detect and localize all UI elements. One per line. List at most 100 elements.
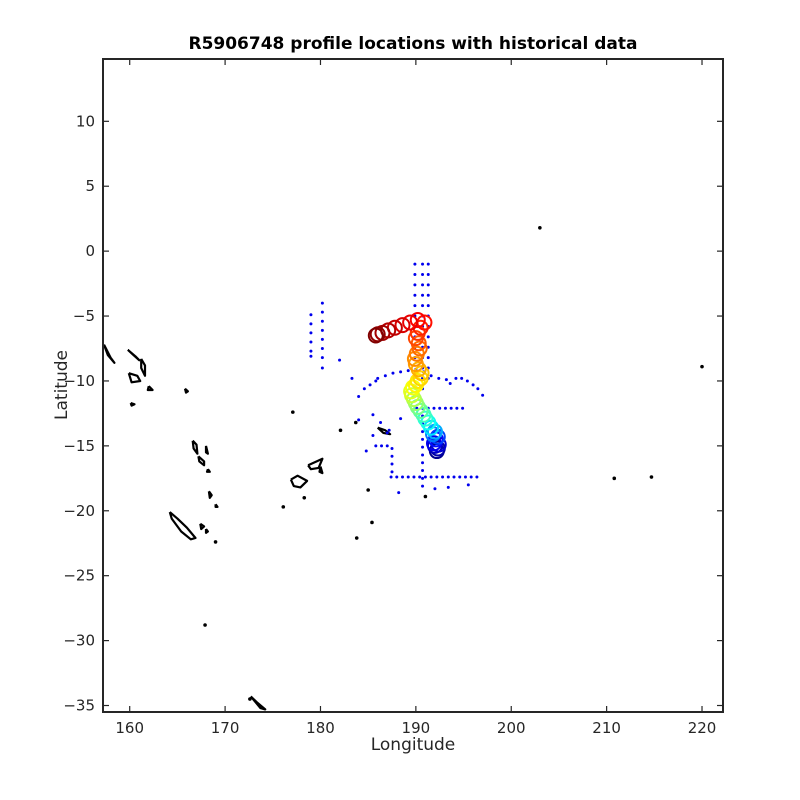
profile-point bbox=[367, 327, 384, 344]
historical-point bbox=[320, 310, 324, 314]
coastline bbox=[140, 358, 147, 377]
y-tick-label: −20 bbox=[63, 502, 95, 520]
historical-point bbox=[446, 475, 450, 479]
profile-point bbox=[420, 414, 437, 431]
historical-point bbox=[426, 283, 430, 287]
historical-point bbox=[441, 475, 445, 479]
coastline bbox=[214, 503, 219, 508]
y-tick-label: 5 bbox=[85, 177, 95, 195]
historical-point bbox=[309, 349, 313, 353]
island-marker bbox=[213, 540, 218, 544]
historical-point bbox=[423, 475, 427, 479]
y-tick-label: −35 bbox=[63, 697, 95, 715]
coastline bbox=[127, 372, 142, 384]
historical-point bbox=[387, 428, 391, 432]
coastline bbox=[249, 695, 267, 711]
x-tick-label: 170 bbox=[211, 719, 240, 737]
historical-point bbox=[413, 262, 417, 266]
island-marker bbox=[649, 475, 654, 479]
x-tick-label: 220 bbox=[688, 719, 717, 737]
island-marker bbox=[203, 623, 207, 627]
y-tick-label: −5 bbox=[73, 307, 95, 325]
coastline bbox=[318, 466, 324, 475]
historical-point bbox=[362, 387, 366, 391]
historical-point bbox=[391, 371, 395, 375]
historical-point bbox=[429, 374, 433, 378]
historical-point bbox=[406, 369, 410, 373]
historical-point bbox=[390, 470, 394, 474]
island-marker bbox=[338, 428, 343, 433]
y-axis-label: Latitude bbox=[52, 350, 72, 420]
x-tick-label: 210 bbox=[592, 719, 621, 737]
profile-points-layer bbox=[367, 311, 447, 460]
historical-point bbox=[463, 475, 467, 479]
historical-point bbox=[389, 475, 393, 479]
historical-point bbox=[374, 444, 378, 448]
coastline bbox=[168, 511, 197, 541]
coastline bbox=[146, 385, 154, 392]
island-marker bbox=[423, 494, 428, 499]
historical-point bbox=[421, 293, 425, 297]
historical-point bbox=[374, 379, 378, 383]
historical-point bbox=[461, 406, 465, 410]
historical-point bbox=[446, 485, 450, 489]
y-tick-label: −15 bbox=[63, 437, 95, 455]
coastline bbox=[103, 344, 116, 364]
coastline bbox=[127, 348, 141, 362]
historical-point bbox=[443, 406, 447, 410]
island-marker bbox=[281, 505, 286, 509]
historical-point bbox=[385, 444, 389, 448]
island-marker bbox=[366, 488, 370, 492]
chart-title: R5906748 profile locations with historic… bbox=[188, 34, 638, 54]
historical-point bbox=[432, 406, 436, 410]
historical-point bbox=[437, 376, 441, 380]
historical-point bbox=[426, 262, 430, 266]
x-tick-label: 160 bbox=[115, 719, 144, 737]
historical-point bbox=[481, 393, 485, 397]
profile-point bbox=[394, 317, 411, 334]
historical-point bbox=[466, 483, 470, 487]
historical-point bbox=[421, 273, 425, 277]
coastline bbox=[129, 401, 136, 407]
historical-point bbox=[380, 444, 384, 448]
historical-point bbox=[426, 293, 430, 297]
historical-point bbox=[452, 475, 456, 479]
historical-point bbox=[320, 301, 324, 305]
historical-point bbox=[476, 387, 480, 391]
x-tick-label: 200 bbox=[497, 719, 526, 737]
historical-point bbox=[413, 273, 417, 277]
historical-point bbox=[320, 366, 324, 370]
historical-point bbox=[399, 370, 403, 374]
island-marker bbox=[538, 225, 542, 230]
historical-point bbox=[399, 417, 403, 421]
historical-point bbox=[357, 395, 361, 399]
y-tick-label: −30 bbox=[63, 632, 95, 650]
coastline bbox=[376, 426, 392, 436]
historical-point bbox=[401, 475, 405, 479]
historical-point bbox=[320, 347, 324, 351]
historical-point bbox=[471, 383, 475, 387]
historical-point bbox=[371, 433, 375, 437]
profile-point bbox=[409, 372, 426, 389]
historical-point bbox=[406, 475, 410, 479]
tick-layer: 160 170 180 190 200 210 220 10 5 0 −5 −10 −15 −20 −25 −… bbox=[63, 59, 723, 737]
coastline bbox=[197, 455, 206, 467]
historical-point bbox=[421, 445, 425, 449]
historical-point bbox=[390, 454, 394, 458]
profile-point bbox=[409, 311, 426, 328]
historical-point bbox=[421, 262, 425, 266]
historical-point bbox=[421, 453, 425, 457]
island-marker bbox=[370, 520, 374, 525]
coastline bbox=[183, 387, 189, 394]
historical-point bbox=[458, 475, 462, 479]
historical-point bbox=[412, 475, 416, 479]
y-tick-label: 0 bbox=[85, 242, 95, 260]
historical-point bbox=[383, 374, 387, 378]
historical-point bbox=[421, 469, 425, 473]
x-tick-label: 180 bbox=[306, 719, 335, 737]
island-marker bbox=[612, 476, 617, 481]
coastline bbox=[205, 468, 211, 473]
island-marker bbox=[248, 697, 252, 701]
